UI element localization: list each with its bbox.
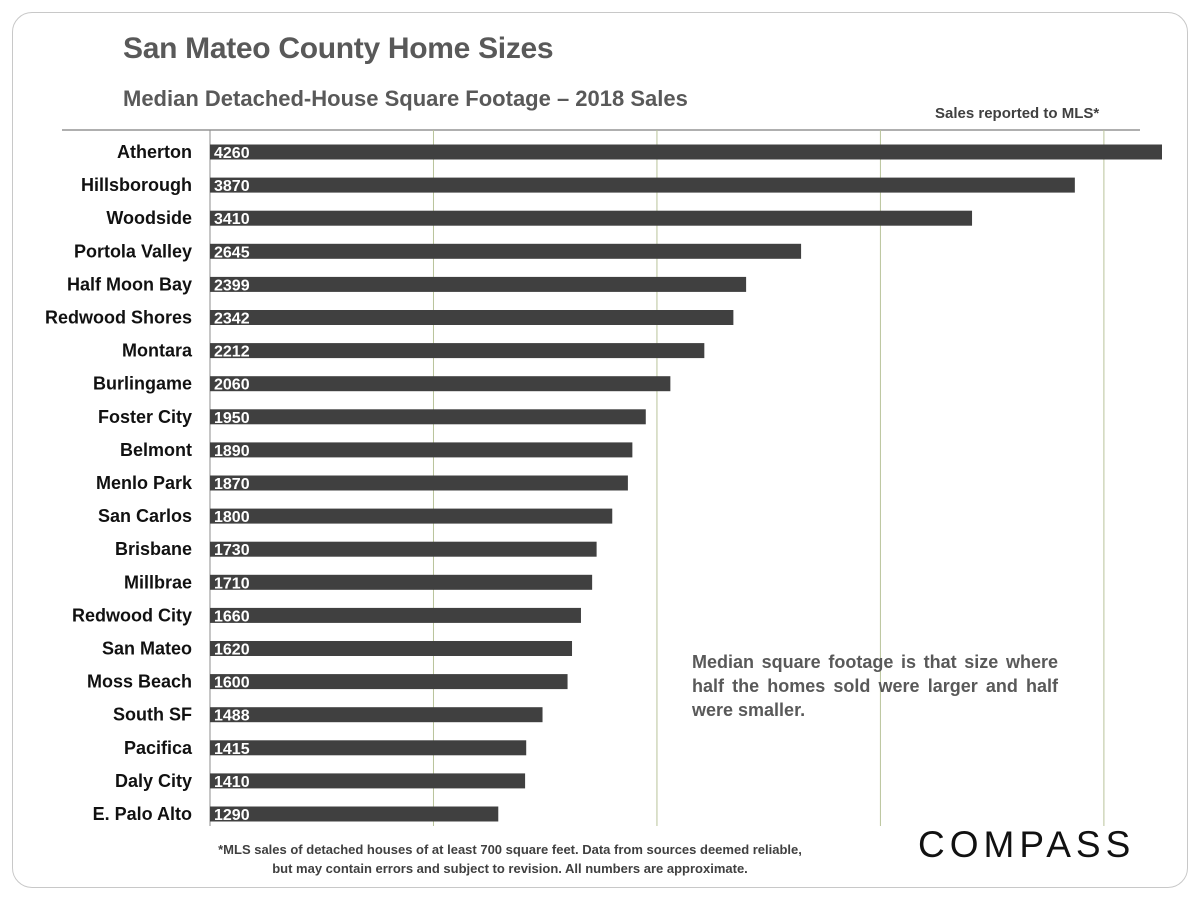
- bar-value-label: 1890: [214, 443, 250, 460]
- category-label: Foster City: [98, 407, 192, 427]
- category-label: Daly City: [115, 771, 192, 791]
- bar: [210, 641, 573, 656]
- bar: [210, 607, 581, 623]
- category-label: E. Palo Alto: [93, 804, 192, 824]
- bar: [210, 574, 593, 590]
- category-label: Millbrae: [124, 572, 192, 592]
- bar-value-label: 1415: [214, 741, 250, 758]
- category-label: Portola Valley: [74, 241, 192, 261]
- bar-value-label: 1710: [214, 575, 250, 592]
- bar-value-label: 2399: [214, 277, 250, 294]
- bar-value-label: 1290: [214, 807, 250, 824]
- bar: [210, 210, 973, 226]
- bar: [210, 409, 646, 425]
- bar: [210, 674, 568, 690]
- bar: [210, 475, 628, 491]
- bar: [210, 276, 747, 292]
- bar: [210, 773, 526, 789]
- category-label: Hillsborough: [81, 175, 192, 195]
- bar-value-label: 3870: [214, 178, 250, 195]
- bar: [210, 310, 734, 325]
- source-note: Sales reported to MLS*: [935, 105, 1100, 122]
- category-label: Belmont: [120, 440, 192, 460]
- category-label: San Mateo: [102, 639, 192, 659]
- bar-value-label: 1870: [214, 476, 250, 493]
- bar: [210, 144, 1162, 160]
- category-label: Half Moon Bay: [67, 274, 192, 294]
- bar-value-label: 1800: [214, 509, 250, 526]
- bar: [210, 740, 527, 756]
- category-label: South SF: [113, 705, 192, 725]
- chart-frame: [12, 12, 1188, 888]
- bar: [210, 442, 633, 458]
- bar-value-label: 1660: [214, 608, 250, 625]
- category-label: Montara: [122, 341, 193, 361]
- bar: [210, 243, 802, 259]
- footnote-line-1: *MLS sales of detached houses of at leas…: [218, 842, 802, 857]
- chart-title: San Mateo County Home Sizes: [123, 32, 554, 65]
- bar-value-label: 4260: [214, 145, 250, 162]
- category-label: Burlingame: [93, 374, 192, 394]
- bar-value-label: 1600: [214, 675, 250, 692]
- category-label: Menlo Park: [96, 473, 193, 493]
- category-label: Brisbane: [115, 539, 192, 559]
- bar-value-label: 2342: [214, 311, 250, 328]
- bar-value-label: 2060: [214, 377, 250, 394]
- compass-logo: COMPASS: [918, 824, 1136, 865]
- bar: [210, 541, 597, 557]
- bar-value-label: 1410: [214, 774, 250, 791]
- bar: [210, 376, 671, 392]
- bar: [210, 806, 499, 822]
- category-label: Redwood City: [72, 605, 192, 625]
- chart-subtitle: Median Detached-House Square Footage – 2…: [123, 86, 688, 111]
- bar-value-label: 2645: [214, 244, 250, 261]
- category-label: Woodside: [106, 208, 192, 228]
- category-label: Pacifica: [124, 738, 193, 758]
- bar: [210, 177, 1075, 193]
- category-label: Moss Beach: [87, 672, 192, 692]
- bar-value-label: 1488: [214, 708, 250, 725]
- bar-value-label: 2212: [214, 344, 250, 361]
- footnote-line-2: but may contain errors and subject to re…: [272, 861, 748, 876]
- bar: [210, 707, 543, 723]
- annotation-text: Median square footage is that size where…: [692, 652, 1058, 720]
- bar-value-label: 1620: [214, 642, 250, 659]
- category-label: Atherton: [117, 142, 192, 162]
- bar-value-label: 1730: [214, 542, 250, 559]
- bar-value-label: 3410: [214, 211, 250, 228]
- bar: [210, 343, 705, 359]
- category-label: San Carlos: [98, 506, 192, 526]
- bar: [210, 508, 613, 524]
- footnote: *MLS sales of detached houses of at leas…: [160, 840, 860, 878]
- bar-value-label: 1950: [214, 410, 250, 427]
- category-label: Redwood Shores: [45, 308, 192, 328]
